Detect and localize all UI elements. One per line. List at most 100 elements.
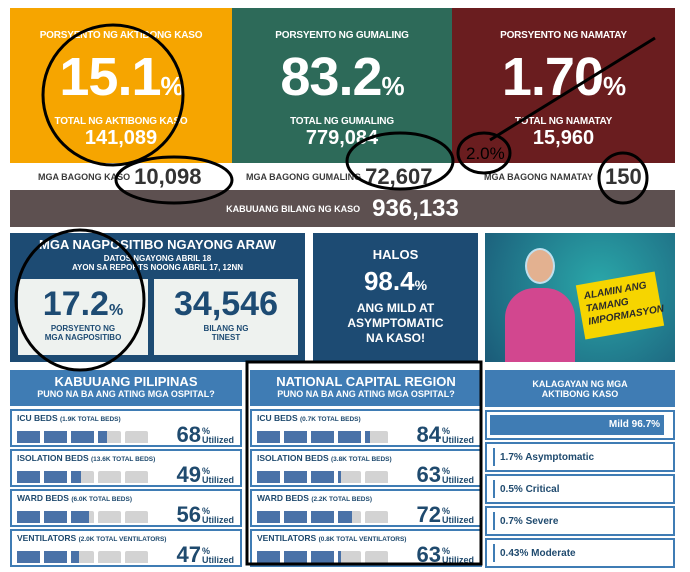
row-title: ICU BEDS (1.9K TOTAL BEDS) [17,413,121,425]
active-pct-label: PORSYENTO NG AKTIBONG KASO [39,30,203,41]
status-label: 0.43% Moderate [500,547,576,559]
hospital-row: WARD BEDS (2.2K TOTAL BEDS) 72% Utilized [250,489,482,527]
bed-icon [125,471,148,483]
annotation-text: 2.0% [466,144,505,163]
recovered-card: PORSYENTO NG GUMALING 83.2% TOTAL NG GUM… [232,8,452,163]
row-title: ISOLATION BEDS (3.8K TOTAL BEDS) [257,453,392,465]
deaths-pct-value: 1.70 [501,47,604,107]
person-head [525,248,555,284]
row-name: ICU BEDS [257,413,298,423]
deaths-total: 15,960 [532,127,595,149]
row-title: ICU BEDS (0.7K TOTAL BEDS) [257,413,361,425]
active-pct: 15.1% [10,49,232,114]
annotation-ellipse [597,151,649,205]
utilization-icons [257,511,388,523]
active-cases-card: PORSYENTO NG AKTIBONG KASO 15.1% TOTAL N… [10,8,232,163]
deaths-card: PORSYENTO NG NAMATAY 1.70% TOTAL NG NAMA… [452,8,675,163]
halos-label: HALOS [372,247,419,262]
pct-sign: % [201,426,210,436]
hospital-row: WARD BEDS (6.0K TOTAL BEDS) 56% Utilized [10,489,242,527]
bed-icon [311,471,334,483]
ventilator-icon [125,551,148,563]
utilization: 68% Utilized [177,424,235,446]
bed-icon [71,431,94,443]
row-name: ISOLATION BEDS [257,453,329,463]
status-label: 0.5% Critical [500,483,560,495]
tested-box: 34,546 BILANG NG TINEST [154,279,298,355]
bed-icon [98,471,121,483]
pct-sign: % [441,426,450,436]
new-deaths-label: MGA BAGONG NAMATAY [484,171,593,182]
row-capacity: (2.2K TOTAL BEDS) [311,496,373,503]
status-bar [493,448,495,466]
new-deaths: MGA BAGONG NAMATAY 150 [484,163,642,190]
utilization: 63% Utilized [416,542,475,567]
utilization: 72% Utilized [417,504,475,526]
bed-icon [17,431,40,443]
bed-icon [311,511,334,523]
status-bar [493,544,495,562]
status-label: 1.7% Asymptomatic [500,451,595,463]
row-name: ICU BEDS [17,413,58,423]
ventilator-icon [365,551,388,563]
bed-icon [98,431,121,443]
positivity-label: PORSYENTO NG MGA NAGPOSITIBO [44,324,122,342]
bed-icon [284,471,307,483]
status-bar [493,512,495,530]
pct-sign: % [381,71,404,101]
ventilator-icon [257,551,280,563]
bed-icon [284,431,307,443]
utilization: 84% Utilized [416,422,475,447]
annotation-strike [489,36,656,142]
hospital-row: ISOLATION BEDS (13.6K TOTAL BEDS) 49% Uti… [10,449,242,487]
pct-sign: % [201,506,210,516]
hospital-title: NATIONAL CAPITAL REGION [276,374,456,389]
deaths-total-label: TOTAL NG NAMATAY [514,116,613,127]
status-bar [493,480,495,498]
new-cases: MGA BAGONG KASO 10,098 [38,163,201,190]
bed-icon [338,431,361,443]
status-item: 0.7% Severe [485,506,675,536]
bed-icon [338,511,361,523]
positives-date: DATOS NGAYONG ABRIL 18 [103,254,212,263]
utilization: 56% Utilized [176,502,235,527]
ventilator-icon [71,551,94,563]
new-deaths-value: 150 [605,163,642,189]
row-capacity: (6.0K TOTAL BEDS) [71,496,133,503]
utilization-value: 63 [416,542,441,567]
positivity-box: 17.2% PORSYENTO NG MGA NAGPOSITIBO [18,279,148,355]
utilized-label: Utilized [441,555,474,565]
row-title: WARD BEDS (6.0K TOTAL BEDS) [17,493,132,505]
tested-value: 34,546 [174,285,278,323]
annotation-ellipse [114,155,234,205]
bed-icon [44,431,67,443]
active-total-label: TOTAL NG AKTIBONG KASO [54,116,188,127]
ventilator-icon [98,551,121,563]
ventilator-icon [284,551,307,563]
halos-panel: HALOS 98.4% ANG MILD AT ASYMPTOMATIC NA … [313,233,478,362]
pct-sign: % [160,71,183,101]
utilization-value: 49 [176,462,201,487]
status-item: 1.7% Asymptomatic [485,442,675,472]
status-mild: Mild 96.7% [485,410,675,440]
recovered-pct-label: PORSYENTO NG GUMALING [275,30,409,41]
row-capacity: (2.0K TOTAL VENTILATORS) [78,536,167,543]
positives-panel: MGA NAGPOSITIBO NGAYONG ARAW DATOS NGAYO… [10,233,305,362]
hospital-subtitle: PUNO NA BA ANG ATING MGA OSPITAL? [277,389,455,399]
pct-sign: % [201,546,210,556]
status-label: 0.7% Severe [500,515,559,527]
bed-icon [257,511,280,523]
hospital-header: NATIONAL CAPITAL REGION PUNO NA BA ANG A… [250,370,482,406]
utilization-value: 84 [416,422,441,447]
recovered-pct-value: 83.2 [280,47,382,107]
utilized-label: Utilized [441,435,474,445]
person-illustration [505,288,575,362]
row-name: VENTILATORS [257,533,317,543]
utilization: 63% Utilized [417,464,475,486]
hospital-row: VENTILATORS (2.0K TOTAL VENTILATORS) 47%… [10,529,242,567]
new-recovered: MGA BAGONG GUMALING 72,607 [246,163,432,190]
bed-icon [17,471,40,483]
utilization-value: 56 [176,502,201,527]
pct-sign: % [441,546,450,556]
